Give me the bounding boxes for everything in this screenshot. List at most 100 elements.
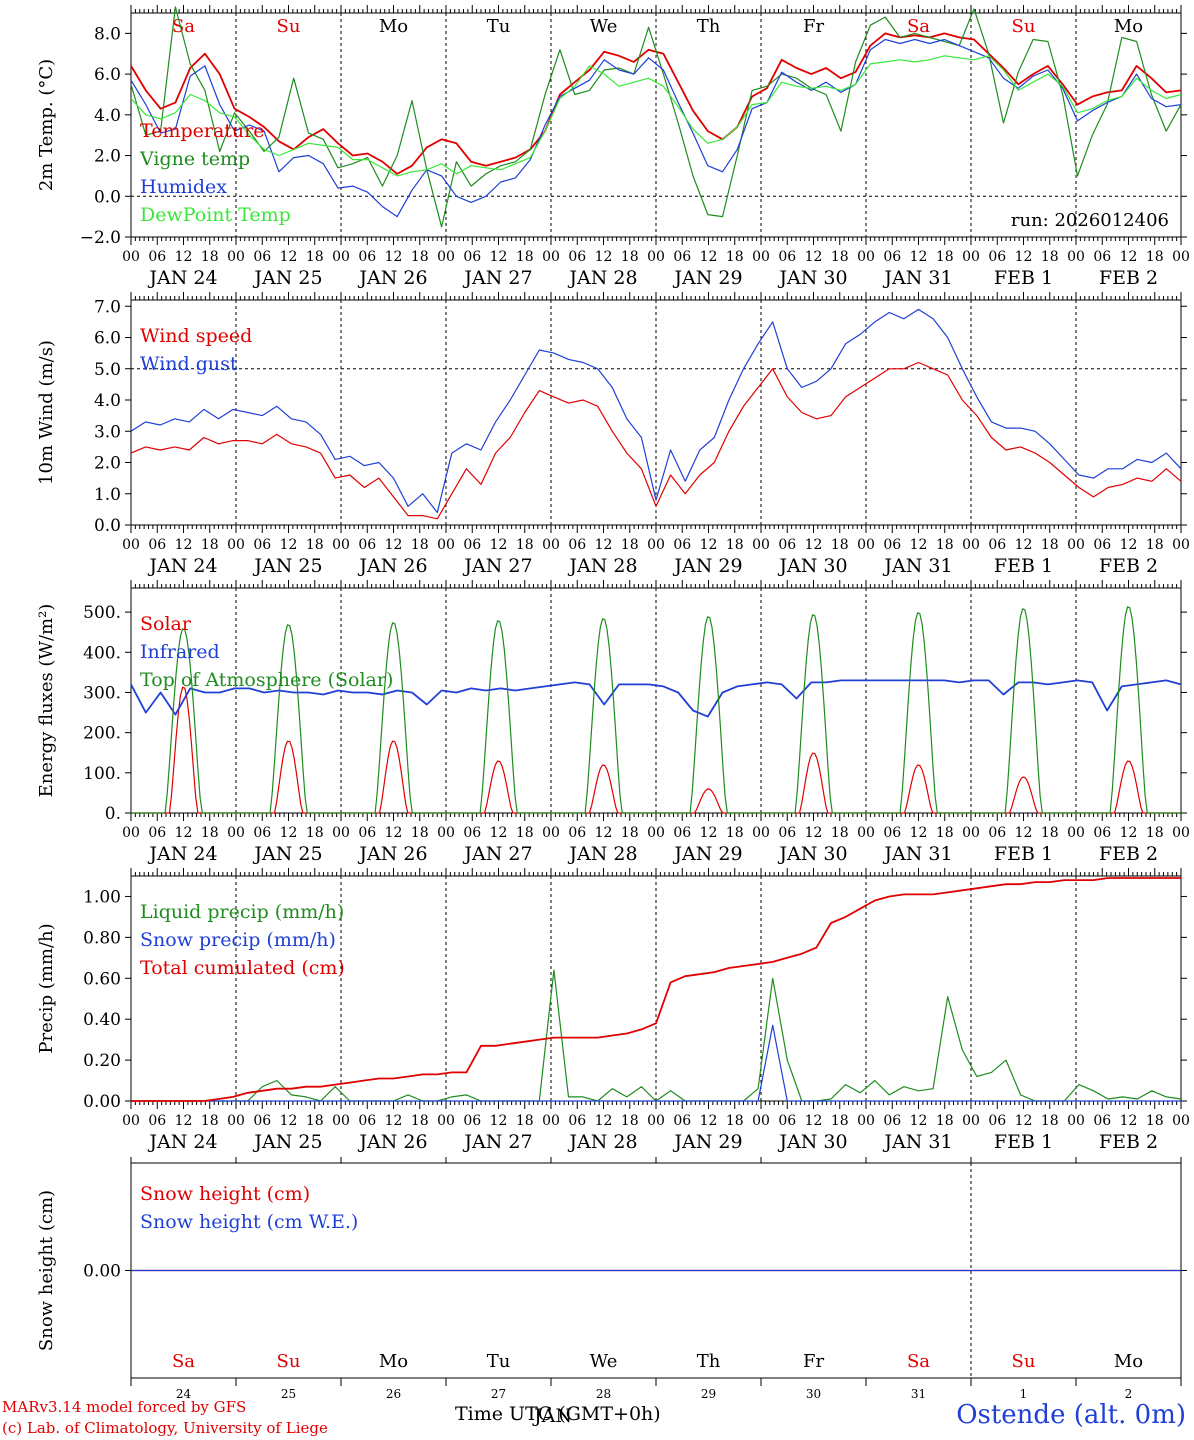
x-date-label: FEB 1	[994, 843, 1053, 865]
x-hour-label: 18	[1041, 249, 1059, 265]
x-hour-label: 06	[1093, 825, 1111, 841]
x-hour-label: 00	[227, 537, 245, 553]
x-date-label: JAN 26	[357, 843, 427, 865]
legend-entry: Top of Atmosphere (Solar)	[140, 669, 393, 691]
x-hour-label: 12	[490, 825, 508, 841]
x-hour-label: 06	[778, 1113, 796, 1129]
y-tick-label: 1.00	[83, 887, 121, 907]
x-hour-label: 12	[280, 249, 298, 265]
x-hour-label: 12	[1015, 537, 1033, 553]
x-date-label: JAN 31	[882, 1131, 952, 1153]
x-hour-label: 06	[988, 825, 1006, 841]
x-date-label: JAN 27	[462, 843, 532, 865]
x-hour-label: 06	[1093, 1113, 1111, 1129]
x-hour-label: 12	[910, 537, 928, 553]
x-hour-label: 18	[831, 825, 849, 841]
x-hour-label: 18	[201, 825, 219, 841]
x-hour-label: 00	[542, 825, 560, 841]
series-line-vigne-temp	[130, 6, 1182, 228]
x-date-label: JAN 30	[777, 555, 847, 577]
legend-entry: Snow height (cm)	[140, 1183, 310, 1205]
weekday-label: Fr	[803, 1351, 824, 1372]
x-hour-label: 12	[805, 537, 823, 553]
x-hour-label: 18	[1041, 537, 1059, 553]
y-tick-label: 0.60	[83, 969, 121, 989]
x-date-label: JAN 28	[567, 555, 637, 577]
x-date-label: FEB 1	[994, 267, 1053, 289]
x-hour-label: 06	[883, 537, 901, 553]
x-hour-label: 12	[700, 1113, 718, 1129]
x-date-label: FEB 1	[994, 555, 1053, 577]
x-hour-label: 06	[568, 825, 586, 841]
y-tick-label: 0.40	[83, 1010, 121, 1030]
x-date-label: JAN 26	[357, 1131, 427, 1153]
x-hour-label: 06	[463, 249, 481, 265]
x-date-label: JAN 27	[462, 555, 532, 577]
y-tick-label: 500.	[83, 603, 121, 623]
x-hour-label: 00	[857, 249, 875, 265]
x-hour-label: 12	[490, 249, 508, 265]
x-hour-label: 18	[306, 249, 324, 265]
x-hour-label: 12	[280, 825, 298, 841]
x-hour-label: 12	[805, 249, 823, 265]
y-tick-label: 100.	[83, 764, 121, 784]
x-hour-label: 12	[175, 825, 193, 841]
x-hour-label: 06	[463, 1113, 481, 1129]
legend-entry: Vigne temp	[139, 148, 250, 170]
x-hour-label: 00	[122, 249, 140, 265]
x-hour-label: 12	[1120, 249, 1138, 265]
x-hour-label: 06	[463, 537, 481, 553]
x-date-label: JAN 30	[777, 267, 847, 289]
x-hour-label: 18	[831, 537, 849, 553]
y-tick-label: 6.0	[94, 65, 121, 85]
y-tick-label: 1.0	[94, 485, 121, 505]
x-hour-label: 00	[542, 1113, 560, 1129]
x-hour-label: 00	[857, 1113, 875, 1129]
x-hour-label: 18	[411, 537, 429, 553]
weekday-label: Sa	[172, 16, 195, 37]
legend-entry: DewPoint Temp	[140, 204, 291, 226]
panel-frame	[130, 299, 1182, 526]
x-hour-label: 00	[437, 1113, 455, 1129]
y-axis-title: Energy fluxes (W/m²)	[36, 604, 57, 798]
x-hour-label: 12	[1015, 249, 1033, 265]
y-tick-label: 0.20	[83, 1051, 121, 1071]
x-hour-label: 00	[752, 1113, 770, 1129]
y-tick-label: 0.0	[94, 187, 121, 207]
weekday-label: Su	[1012, 16, 1036, 37]
y-tick-label: 0.00	[83, 1092, 121, 1112]
x-hour-label: 12	[1120, 825, 1138, 841]
x-day-number: 25	[281, 1387, 296, 1401]
x-hour-label: 00	[122, 825, 140, 841]
x-hour-label: 18	[516, 825, 534, 841]
x-date-label: JAN 24	[147, 1131, 217, 1153]
x-date-label: FEB 2	[1099, 555, 1158, 577]
x-hour-label: 18	[516, 249, 534, 265]
y-tick-label: 0.80	[83, 928, 121, 948]
x-hour-label: 12	[385, 249, 403, 265]
x-hour-label: 18	[621, 249, 639, 265]
x-hour-label: 06	[568, 537, 586, 553]
x-hour-label: 12	[910, 1113, 928, 1129]
x-hour-label: 12	[595, 249, 613, 265]
x-hour-label: 12	[595, 537, 613, 553]
x-day-number: 30	[806, 1387, 821, 1401]
x-hour-label: 18	[306, 825, 324, 841]
series-line-top-of-atmosphere-solar-	[131, 606, 1181, 814]
x-hour-label: 00	[647, 537, 665, 553]
x-hour-label: 18	[201, 249, 219, 265]
x-hour-label: 06	[463, 825, 481, 841]
x-hour-label: 18	[411, 825, 429, 841]
legend-entry: Snow height (cm W.E.)	[140, 1211, 358, 1233]
x-hour-label: 12	[385, 1113, 403, 1129]
x-hour-label: 18	[1146, 1113, 1164, 1129]
y-tick-label: 7.0	[94, 297, 121, 317]
x-date-label: JAN 27	[462, 1131, 532, 1153]
x-date-label: JAN 24	[147, 843, 217, 865]
x-date-label: JAN 29	[672, 267, 742, 289]
x-hour-label: 12	[385, 537, 403, 553]
x-hour-label: 18	[516, 537, 534, 553]
x-hour-label: 12	[175, 537, 193, 553]
x-hour-label: 18	[936, 825, 954, 841]
x-hour-label: 18	[936, 249, 954, 265]
